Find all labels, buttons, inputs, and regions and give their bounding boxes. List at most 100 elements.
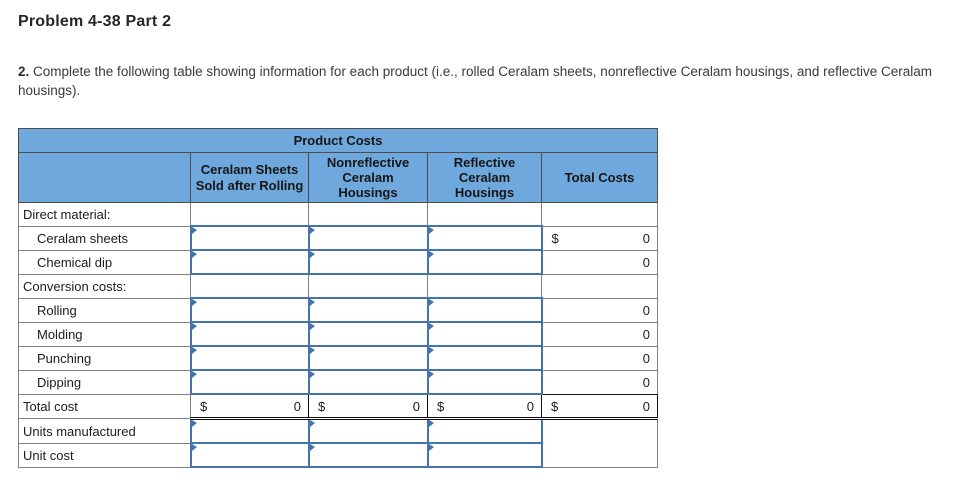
empty-cell (427, 202, 542, 227)
cell-value: 0 (642, 230, 651, 246)
cell-value: 0 (642, 398, 651, 414)
answer-input[interactable] (191, 372, 308, 393)
empty-cell (190, 202, 309, 227)
answer-cell (189, 249, 310, 276)
answer-cell (426, 442, 543, 469)
row-dipping: Dipping 0 (18, 369, 659, 396)
total-cost-cell: $0 (308, 393, 428, 421)
row-units-manufactured: Units manufactured (18, 417, 659, 468)
answer-cell (189, 442, 310, 469)
cell-value: 0 (642, 254, 651, 270)
row-direct-material: Direct material: (18, 202, 659, 227)
total-cost-cell: $0 (540, 393, 659, 421)
answer-input[interactable] (428, 300, 541, 321)
answer-cell (189, 345, 310, 372)
product-costs-table: Product Costs Ceralam Sheets Sold after … (17, 128, 659, 469)
answer-cell (426, 369, 543, 396)
answer-input[interactable] (428, 324, 541, 345)
answer-input[interactable] (191, 348, 308, 369)
currency-symbol: $ (551, 230, 559, 246)
answer-input[interactable] (428, 228, 541, 249)
corner-header-cell (18, 152, 191, 204)
answer-input[interactable] (191, 252, 308, 273)
total-cost-cell: $0 (190, 393, 309, 421)
row-label-molding: Molding (18, 321, 191, 347)
cell-value: 0 (526, 398, 534, 414)
row-molding: Molding 0 (18, 321, 659, 348)
row-label-rolling: Rolling (18, 297, 191, 323)
group-header-row: Product Costs (17, 128, 659, 154)
row-label-conversion-costs: Conversion costs: (18, 273, 191, 299)
cell-content: 0 (543, 371, 658, 394)
answer-input[interactable] (309, 445, 427, 466)
empty-cell (308, 273, 428, 299)
answer-input[interactable] (309, 252, 427, 273)
col-header-total-costs: Total Costs (540, 152, 659, 204)
answer-input[interactable] (191, 421, 308, 442)
total-costs-empty-cell (540, 418, 659, 468)
answer-input[interactable] (309, 421, 427, 442)
cell-content: $0 (309, 395, 427, 417)
row-conversion-costs: Conversion costs: (18, 273, 659, 299)
answer-cell (307, 369, 429, 396)
col-header-ceralam-sheets: Ceralam Sheets Sold after Rolling (190, 152, 309, 204)
empty-cell (540, 273, 659, 299)
answer-input[interactable] (191, 300, 308, 321)
answer-cell (426, 321, 543, 348)
answer-input[interactable] (428, 421, 541, 442)
answer-cell (426, 345, 543, 372)
answer-cell (426, 417, 543, 445)
answer-input[interactable] (191, 445, 308, 466)
cell-content: 0 (543, 323, 658, 346)
row-label-total-cost: Total cost (18, 393, 191, 420)
cell-value: 0 (412, 398, 420, 414)
cell-content: 0 (543, 251, 658, 274)
total-costs-cell: 0 (540, 369, 659, 395)
answer-cell (426, 225, 543, 252)
instruction-text: 2. Complete the following table showing … (18, 62, 963, 100)
page: Problem 4-38 Part 2 2. Complete the foll… (17, 13, 963, 469)
total-costs-cell: 0 (540, 345, 659, 371)
row-ceralam-sheets: Ceralam sheets $0 (18, 225, 659, 252)
answer-input[interactable] (428, 252, 541, 273)
answer-input[interactable] (428, 445, 541, 466)
instruction-body: Complete the following table showing inf… (18, 64, 932, 99)
answer-input[interactable] (428, 372, 541, 393)
total-cost-cell: $0 (427, 393, 542, 421)
row-chemical-dip: Chemical dip 0 (18, 249, 659, 276)
col-header-reflective-housings: Reflective Ceralam Housings (427, 152, 542, 204)
answer-cell (307, 297, 429, 324)
answer-input[interactable] (309, 372, 427, 393)
cell-content: 0 (543, 347, 658, 370)
empty-cell (308, 202, 428, 227)
cell-value: 0 (642, 374, 651, 390)
answer-cell (189, 297, 310, 324)
cell-content: $0 (191, 395, 308, 417)
answer-input[interactable] (309, 228, 427, 249)
total-costs-cell: 0 (540, 297, 659, 323)
answer-cell (307, 321, 429, 348)
page-title: Problem 4-38 Part 2 (18, 13, 172, 30)
answer-input[interactable] (309, 300, 427, 321)
answer-cell (307, 225, 429, 252)
answer-cell (307, 345, 429, 372)
answer-cell (307, 417, 429, 445)
answer-cell (426, 249, 543, 276)
answer-cell (189, 369, 310, 396)
currency-symbol: $ (318, 398, 326, 414)
cell-content: 0 (543, 299, 658, 322)
answer-cell (189, 417, 310, 445)
answer-input[interactable] (309, 348, 427, 369)
total-costs-cell: 0 (540, 321, 659, 347)
row-rolling: Rolling 0 (18, 297, 659, 324)
answer-input[interactable] (309, 324, 427, 345)
answer-input[interactable] (428, 348, 541, 369)
answer-input[interactable] (191, 324, 308, 345)
row-label-unit-cost: Unit cost (18, 442, 191, 468)
row-total-cost: Total cost $0 $0 $0 $0 (18, 393, 659, 421)
answer-input[interactable] (191, 228, 308, 249)
currency-symbol: $ (437, 398, 445, 414)
cell-content: $0 (542, 395, 657, 418)
answer-cell (189, 225, 310, 252)
row-label-chemical-dip: Chemical dip (18, 249, 191, 275)
